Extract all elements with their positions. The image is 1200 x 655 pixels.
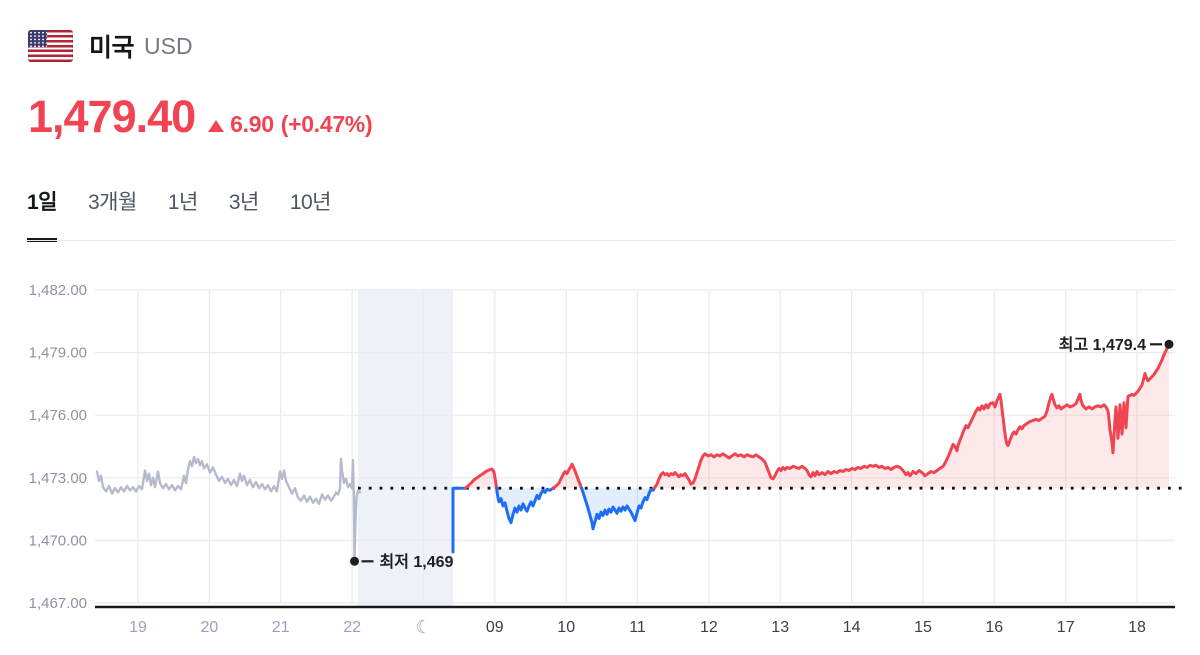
svg-text:1,467.00: 1,467.00 xyxy=(29,595,87,612)
tab-1y[interactable]: 1년 xyxy=(167,191,199,214)
low-annotation: 최저 1,469 xyxy=(350,552,454,571)
svg-text:1,476.00: 1,476.00 xyxy=(29,407,87,424)
svg-text:17: 17 xyxy=(1057,619,1075,636)
svg-text:13: 13 xyxy=(771,619,789,636)
svg-text:22: 22 xyxy=(343,619,361,636)
low-marker-dot xyxy=(350,556,359,566)
tabs-divider xyxy=(25,240,1175,241)
currency-header: 미국 USD xyxy=(28,28,193,64)
svg-text:14: 14 xyxy=(843,619,861,636)
svg-text:19: 19 xyxy=(129,619,147,636)
svg-text:20: 20 xyxy=(201,619,219,636)
svg-text:1,482.00: 1,482.00 xyxy=(29,282,87,299)
currency-code: USD xyxy=(144,32,193,59)
up-arrow-icon xyxy=(208,120,225,132)
us-flag-icon xyxy=(28,30,73,62)
high-label: 최고 1,479.4 xyxy=(1059,335,1146,354)
high-marker-dot xyxy=(1164,339,1174,349)
high-annotation: 최고 1,479.4 xyxy=(1059,335,1174,354)
price-row: 1,479.40 6.90 (+0.47%) xyxy=(28,91,373,142)
svg-text:09: 09 xyxy=(486,619,504,636)
svg-text:16: 16 xyxy=(985,619,1003,636)
svg-text:1,473.00: 1,473.00 xyxy=(29,470,87,487)
today-line xyxy=(451,341,1171,554)
svg-text:1,470.00: 1,470.00 xyxy=(29,532,87,549)
low-label: 최저 1,469 xyxy=(380,552,454,571)
change-percent: (+0.47%) xyxy=(280,111,373,137)
country-name: 미국 xyxy=(89,34,135,62)
svg-text:21: 21 xyxy=(272,619,290,636)
gridlines xyxy=(95,289,1175,604)
svg-text:18: 18 xyxy=(1128,619,1146,636)
svg-text:12: 12 xyxy=(700,619,718,636)
current-price: 1,479.40 xyxy=(28,91,196,142)
previous-day-line xyxy=(95,455,362,563)
overnight-band xyxy=(358,290,453,606)
today-area-fills xyxy=(453,343,1169,552)
tab-10y[interactable]: 10년 xyxy=(289,191,332,214)
svg-text:11: 11 xyxy=(629,619,646,636)
price-change: 6.90 (+0.47%) xyxy=(230,111,372,138)
svg-text:10: 10 xyxy=(557,619,575,636)
svg-text:15: 15 xyxy=(914,619,932,636)
x-axis-labels: 19 20 21 22 ☾ 09 10 11 12 13 14 15 16 17 18 xyxy=(129,617,1146,637)
moon-icon: ☾ xyxy=(415,617,431,637)
tab-3m[interactable]: 3개월 xyxy=(88,191,137,214)
tab-3y[interactable]: 3년 xyxy=(228,191,260,214)
y-axis-labels: 1,482.00 1,479.00 1,476.00 1,473.00 1,470.00… xyxy=(29,282,87,612)
change-value: 6.90 xyxy=(230,111,274,137)
svg-text:1,479.00: 1,479.00 xyxy=(29,345,87,362)
